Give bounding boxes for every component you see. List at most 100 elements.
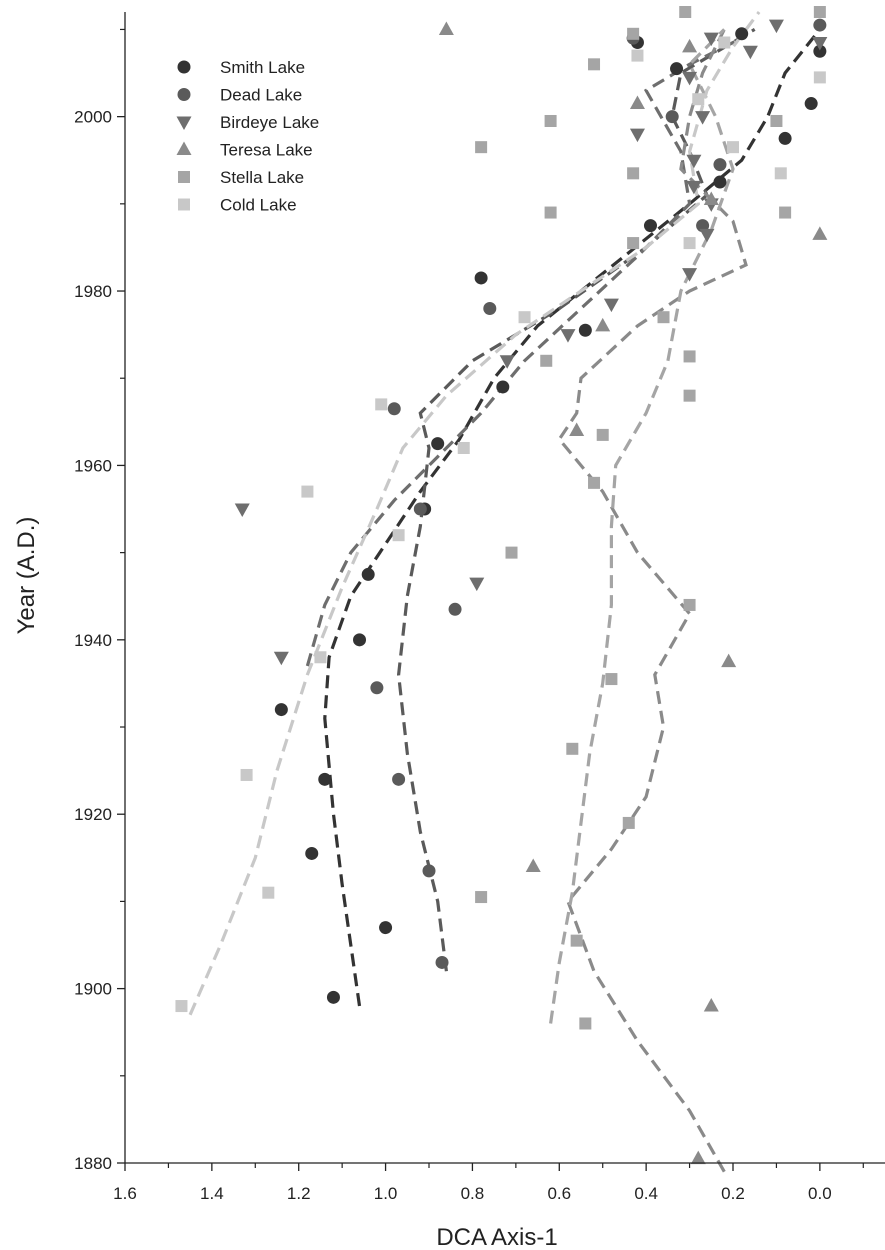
y-tick-label: 2000: [74, 108, 112, 127]
cold-lake-point: [301, 485, 314, 498]
y-tick-label: 1940: [74, 631, 112, 650]
x-tick-label: 1.2: [287, 1184, 311, 1203]
teresa-lake-point: [812, 226, 828, 240]
smith-lake-point: [813, 44, 827, 58]
stella-lake-point: [475, 141, 488, 154]
y-tick-label: 1880: [74, 1154, 112, 1173]
dead-lake-point: [435, 955, 449, 969]
teresa-lake-point: [629, 95, 645, 110]
x-tick-label: 1.4: [200, 1184, 224, 1203]
birdeye-lake-point: [234, 503, 250, 518]
dead-lake-point: [387, 402, 401, 416]
birdeye-lake-point: [629, 128, 645, 143]
cold-lake-point: [774, 167, 787, 180]
birdeye-lake-point: [703, 32, 719, 47]
teresa-lake-point: [569, 422, 585, 437]
dead-lake-point: [422, 864, 436, 878]
dead-lake-legend-marker: [177, 88, 191, 101]
stella-lake-point: [627, 167, 640, 180]
stella-lake-point: [540, 354, 553, 367]
smith-lake-point: [431, 437, 445, 451]
birdeye-lake-point: [686, 180, 702, 195]
stella-lake-point: [622, 816, 635, 829]
smith-lake-point: [578, 323, 592, 337]
birdeye-lake-point: [603, 298, 619, 313]
smith-lake-point: [379, 921, 393, 935]
x-tick-label: 0.8: [461, 1184, 485, 1203]
smith-lake-point: [353, 633, 367, 647]
cold-lake-legend-label: Cold Lake: [220, 196, 297, 215]
cold-lake-point: [262, 886, 275, 899]
cold-lake-point: [457, 441, 470, 454]
axes: 1.6 1.4 1.2 1.0 0.8 0.6 0.4 0.2 0.0 1880 1900 1920 1…: [74, 12, 885, 1203]
stella-lake-point: [770, 114, 783, 127]
dead-lake-point: [713, 158, 727, 172]
stella-lake-point: [605, 673, 618, 686]
teresa-lake-point: [690, 1150, 706, 1165]
stella-lake-point: [596, 428, 609, 441]
stella-lake-point: [566, 742, 579, 755]
teresa-lake-point: [703, 998, 719, 1012]
stella-lake-legend-marker: [178, 171, 190, 183]
y-tick-label: 1920: [74, 805, 112, 824]
teresa-lake-point: [595, 317, 611, 332]
dead-lake-point: [448, 602, 462, 616]
cold-lake-point: [392, 529, 405, 542]
teresa-lake-point: [721, 653, 737, 668]
teresa-lake-point: [525, 858, 541, 873]
birdeye-lake-point: [273, 651, 289, 666]
stella-lake-point: [683, 598, 696, 611]
smith-lake-trend-line: [323, 28, 822, 1007]
y-tick-label: 1980: [74, 282, 112, 301]
dead-lake-legend-label: Dead Lake: [220, 86, 302, 105]
smith-lake-point: [804, 97, 818, 111]
cold-lake-point: [240, 768, 253, 781]
stella-lake-point: [579, 1017, 592, 1030]
cold-lake-point: [813, 71, 826, 84]
cold-lake-point: [727, 141, 739, 154]
smith-lake-point: [361, 567, 375, 581]
plot-area: [175, 6, 828, 1173]
stella-lake-point: [627, 27, 640, 40]
smith-lake-point: [670, 62, 684, 76]
stella-lake-trend-line: [549, 28, 735, 1024]
birdeye-lake-legend-label: Birdeye Lake: [220, 113, 319, 132]
cold-lake-point: [175, 1000, 188, 1013]
birdeye-lake-point: [742, 45, 758, 60]
x-tick-label: 0.2: [721, 1184, 745, 1203]
stella-lake-point: [588, 476, 601, 489]
dead-lake-trend-line: [396, 28, 756, 972]
legend: Smith Lake Dead Lake Birdeye Lake Teresa La…: [176, 58, 319, 215]
x-tick-label: 0.6: [547, 1184, 571, 1203]
stella-lake-point: [570, 934, 583, 947]
cold-lake-point: [375, 398, 388, 411]
birdeye-lake-point: [682, 268, 698, 282]
stella-lake-point: [683, 389, 696, 402]
stella-lake-point: [779, 206, 792, 219]
dead-lake-point: [413, 502, 427, 516]
birdeye-lake-legend-marker: [176, 116, 192, 130]
dead-lake-point: [665, 110, 679, 124]
stella-lake-point: [505, 546, 518, 559]
cold-lake-point: [692, 93, 705, 106]
smith-lake-legend-label: Smith Lake: [220, 58, 305, 77]
stella-lake-point: [813, 6, 826, 18]
smith-lake-point: [474, 271, 488, 285]
stella-lake-point: [544, 114, 557, 127]
birdeye-lake-point: [812, 37, 828, 51]
cold-lake-point: [518, 311, 531, 324]
dead-lake-point: [813, 18, 827, 32]
y-tick-label: 1900: [74, 980, 112, 999]
teresa-lake-legend-marker: [176, 141, 192, 155]
dead-lake-point: [483, 301, 497, 315]
stella-lake-point: [588, 58, 601, 71]
smith-lake-legend-marker: [177, 60, 191, 74]
teresa-lake-point: [438, 21, 454, 35]
stella-lake-point: [679, 6, 692, 18]
smith-lake-point: [318, 772, 332, 786]
smith-lake-point: [713, 175, 727, 189]
cold-lake-trend-line: [188, 11, 761, 1016]
stella-lake-point: [627, 237, 640, 250]
x-tick-label: 0.4: [634, 1184, 658, 1203]
smith-lake-point: [326, 990, 340, 1004]
